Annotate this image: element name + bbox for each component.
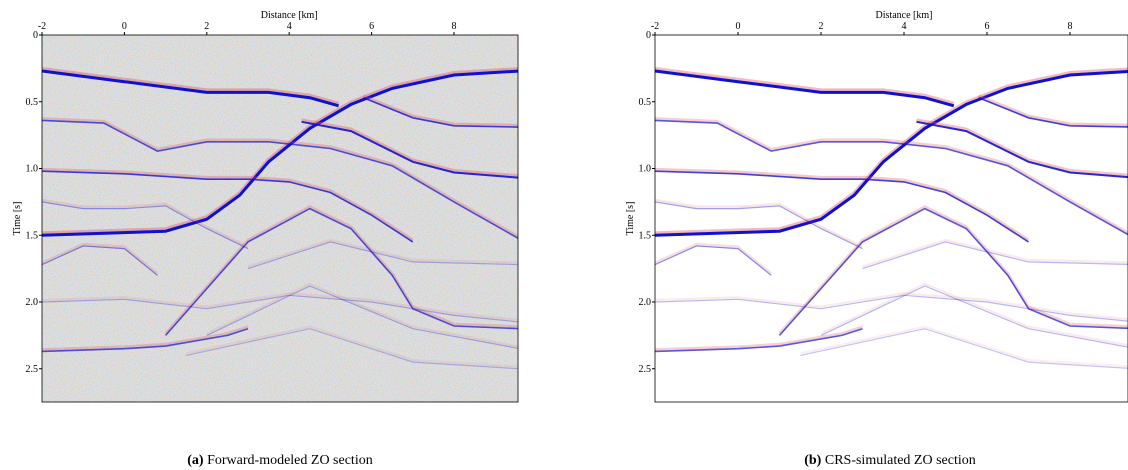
reflector — [42, 119, 518, 240]
plot-background — [655, 35, 1128, 402]
y-tick-label: 2.5 — [26, 364, 39, 375]
reflector-shadow — [862, 238, 1128, 268]
reflector — [42, 327, 249, 353]
reflector — [655, 170, 1029, 243]
reflector-shadow — [978, 94, 1128, 127]
reflector-shadow — [655, 292, 1128, 321]
x-tick-label: 2 — [819, 21, 824, 32]
reflector — [655, 245, 772, 276]
reflector — [206, 285, 518, 349]
reflector-shadow — [42, 198, 249, 248]
reflector — [42, 201, 249, 250]
x-axis-label: Distance [km] — [261, 10, 318, 21]
reflector-shadow — [778, 205, 1128, 335]
reflector — [363, 96, 518, 128]
reflector — [42, 170, 414, 243]
reflector — [655, 70, 1128, 237]
caption-label: (b) — [804, 453, 821, 468]
reflector — [916, 120, 1128, 179]
seismic-section — [42, 67, 518, 370]
reflector-shadow — [916, 118, 1128, 177]
reflector-shadow — [247, 238, 518, 268]
caption-text: Forward-modeled ZO section — [207, 453, 373, 468]
reflector-shadow — [655, 67, 1128, 236]
reflector-shadow — [185, 325, 518, 368]
reflector — [655, 119, 1128, 236]
y-tick-label: 0.5 — [639, 97, 652, 108]
y-axis-label: Time [s] — [625, 202, 636, 236]
reflector — [800, 328, 1128, 369]
reflector — [655, 201, 863, 250]
caption: (b) CRS-simulated ZO section — [804, 453, 976, 468]
x-tick-label: -2 — [651, 21, 659, 32]
reflector-shadow — [42, 167, 414, 241]
y-tick-label: 1.0 — [26, 164, 39, 175]
reflector-shadow — [655, 325, 863, 351]
reflector — [655, 327, 863, 353]
y-tick-label: 1.0 — [639, 164, 652, 175]
x-tick-label: 0 — [122, 21, 127, 32]
reflector — [862, 241, 1128, 270]
reflector — [655, 294, 1128, 322]
reflector — [778, 207, 1128, 336]
reflector-shadow — [655, 198, 863, 248]
reflector — [42, 245, 158, 276]
y-tick-label: 2.0 — [639, 297, 652, 308]
reflector — [164, 207, 518, 336]
y-tick-label: 2.5 — [639, 364, 652, 375]
caption: (a) Forward-modeled ZO section — [187, 453, 372, 468]
reflector-shadow — [362, 94, 518, 127]
reflector-shadow — [301, 118, 518, 178]
y-tick-label: 0.5 — [26, 97, 39, 108]
caption-label: (a) — [187, 453, 204, 468]
x-tick-label: 4 — [287, 21, 292, 32]
reflector-shadow — [655, 242, 772, 275]
x-tick-label: 6 — [369, 21, 374, 32]
x-tick-label: -2 — [38, 21, 46, 32]
x-tick-label: 6 — [985, 21, 990, 32]
y-tick-label: 1.5 — [26, 230, 39, 241]
y-axis-label: Time [s] — [12, 202, 23, 236]
reflector — [42, 69, 340, 108]
reflector — [247, 241, 518, 270]
reflector-shadow — [164, 205, 518, 335]
reflector-shadow — [655, 67, 955, 106]
reflector-shadow — [820, 282, 1128, 347]
reflector — [301, 120, 518, 179]
reflector — [42, 69, 518, 237]
x-tick-label: 8 — [1068, 21, 1073, 32]
x-tick-label: 0 — [736, 21, 741, 32]
reflector-shadow — [206, 282, 518, 348]
x-tick-label: 2 — [204, 21, 209, 32]
caption-text: CRS-simulated ZO section — [825, 453, 976, 468]
reflector-shadow — [655, 167, 1030, 241]
reflector — [655, 69, 955, 108]
reflector-shadow — [42, 117, 518, 238]
reflector — [820, 285, 1128, 348]
reflector-shadow — [800, 325, 1128, 368]
y-tick-label: 1.5 — [639, 230, 652, 241]
reflector — [186, 328, 518, 370]
reflector-shadow — [42, 325, 249, 351]
reflector-shadow — [42, 242, 159, 275]
reflector — [978, 96, 1128, 128]
y-tick-label: 0 — [33, 30, 38, 41]
y-tick-label: 2.0 — [26, 297, 39, 308]
x-tick-label: 4 — [902, 21, 907, 32]
plot-frame — [41, 34, 519, 403]
seismic-section — [655, 67, 1128, 369]
reflector-shadow — [42, 67, 340, 106]
reflector-shadow — [42, 292, 518, 321]
reflector — [42, 294, 518, 323]
y-tick-label: 0 — [646, 30, 651, 41]
reflector-shadow — [42, 67, 518, 236]
plot-frame — [654, 34, 1128, 403]
x-tick-label: 8 — [452, 21, 457, 32]
reflector-shadow — [655, 117, 1128, 235]
noise — [42, 35, 518, 402]
x-axis-label: Distance [km] — [876, 10, 933, 21]
